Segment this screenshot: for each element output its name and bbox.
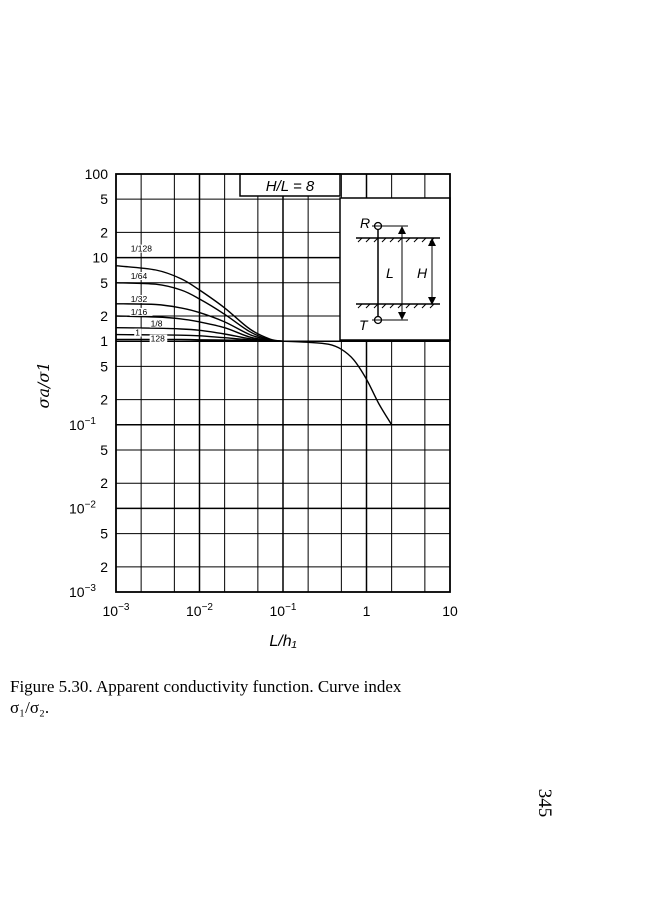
y-tick-label: 10−3 bbox=[69, 583, 96, 600]
figure-caption: Figure 5.30. Apparent conductivity funct… bbox=[10, 676, 530, 718]
curve-index-label: 1/8 bbox=[151, 319, 163, 329]
x-tick-label: 10−2 bbox=[186, 602, 213, 619]
inset-label-r: R bbox=[360, 215, 370, 231]
y-tick-label: 10 bbox=[92, 250, 108, 266]
inset-box bbox=[339, 197, 451, 341]
curve-index-label: 1/128 bbox=[131, 244, 153, 254]
y-tick-label: 10−2 bbox=[69, 499, 96, 516]
x-axis-label: L/h₁ bbox=[269, 633, 296, 650]
curve-label-bg bbox=[129, 307, 153, 316]
curve-index-label: 128 bbox=[151, 334, 165, 344]
inset-label-h: H bbox=[417, 265, 428, 281]
y-tick-label: 5 bbox=[100, 275, 108, 291]
y-tick-label: 5 bbox=[100, 191, 108, 207]
curve-index-label: 1/32 bbox=[131, 294, 148, 304]
y-tick-label: 5 bbox=[100, 442, 108, 458]
curve-label-bg bbox=[134, 328, 142, 337]
inset-diagram: R T L H bbox=[339, 197, 451, 341]
page-number: 345 bbox=[534, 788, 555, 818]
series-line bbox=[115, 265, 284, 342]
curve-index-label: 1/64 bbox=[131, 271, 148, 281]
x-tick-label: 1 bbox=[363, 603, 371, 619]
y-tick-label: 2 bbox=[100, 475, 108, 491]
curve-label-bg bbox=[129, 244, 158, 253]
y-axis-label: σa/σ1 bbox=[34, 362, 53, 409]
chart-title: H/L = 8 bbox=[266, 178, 315, 195]
y-tick-label: 5 bbox=[100, 526, 108, 542]
inset-h-arrowheads bbox=[428, 238, 436, 305]
x-tick-label: 10 bbox=[442, 603, 458, 619]
y-tick-label: 2 bbox=[100, 224, 108, 240]
x-axis-ticks: 10−3 10−2 10−1 1 10 bbox=[103, 602, 458, 619]
y-tick-label: 10−1 bbox=[69, 416, 96, 433]
y-tick-label: 5 bbox=[100, 358, 108, 374]
series-line bbox=[282, 340, 393, 426]
inset-hatch-bottom bbox=[357, 303, 435, 309]
caption-line-1: Figure 5.30. Apparent conductivity funct… bbox=[10, 677, 402, 696]
x-tick-label: 10−1 bbox=[270, 602, 297, 619]
curve-index-label: 1 bbox=[135, 328, 140, 338]
caption-line-2: σ₁/σ₂. bbox=[10, 698, 50, 717]
curve-index-label: 1/16 bbox=[131, 307, 148, 317]
y-tick-label: 2 bbox=[100, 559, 108, 575]
inset-hatch-top bbox=[357, 237, 435, 243]
curve-label-bg bbox=[149, 319, 168, 328]
curve-label-bg bbox=[149, 334, 168, 343]
x-tick-label: 10−3 bbox=[103, 602, 130, 619]
y-tick-label: 2 bbox=[100, 392, 108, 408]
y-tick-label: 100 bbox=[85, 166, 109, 182]
y-tick-label: 1 bbox=[100, 333, 108, 349]
plot-frame bbox=[115, 173, 451, 593]
inset-label-l: L bbox=[386, 265, 394, 281]
curve-index-labels: 1/128 1/64 1/32 1/161/8 1 128 bbox=[129, 244, 168, 344]
curve-label-bg bbox=[129, 272, 153, 281]
y-tick-label: 2 bbox=[100, 308, 108, 324]
curve-label-bg bbox=[129, 295, 153, 304]
inset-label-t: T bbox=[359, 317, 369, 333]
